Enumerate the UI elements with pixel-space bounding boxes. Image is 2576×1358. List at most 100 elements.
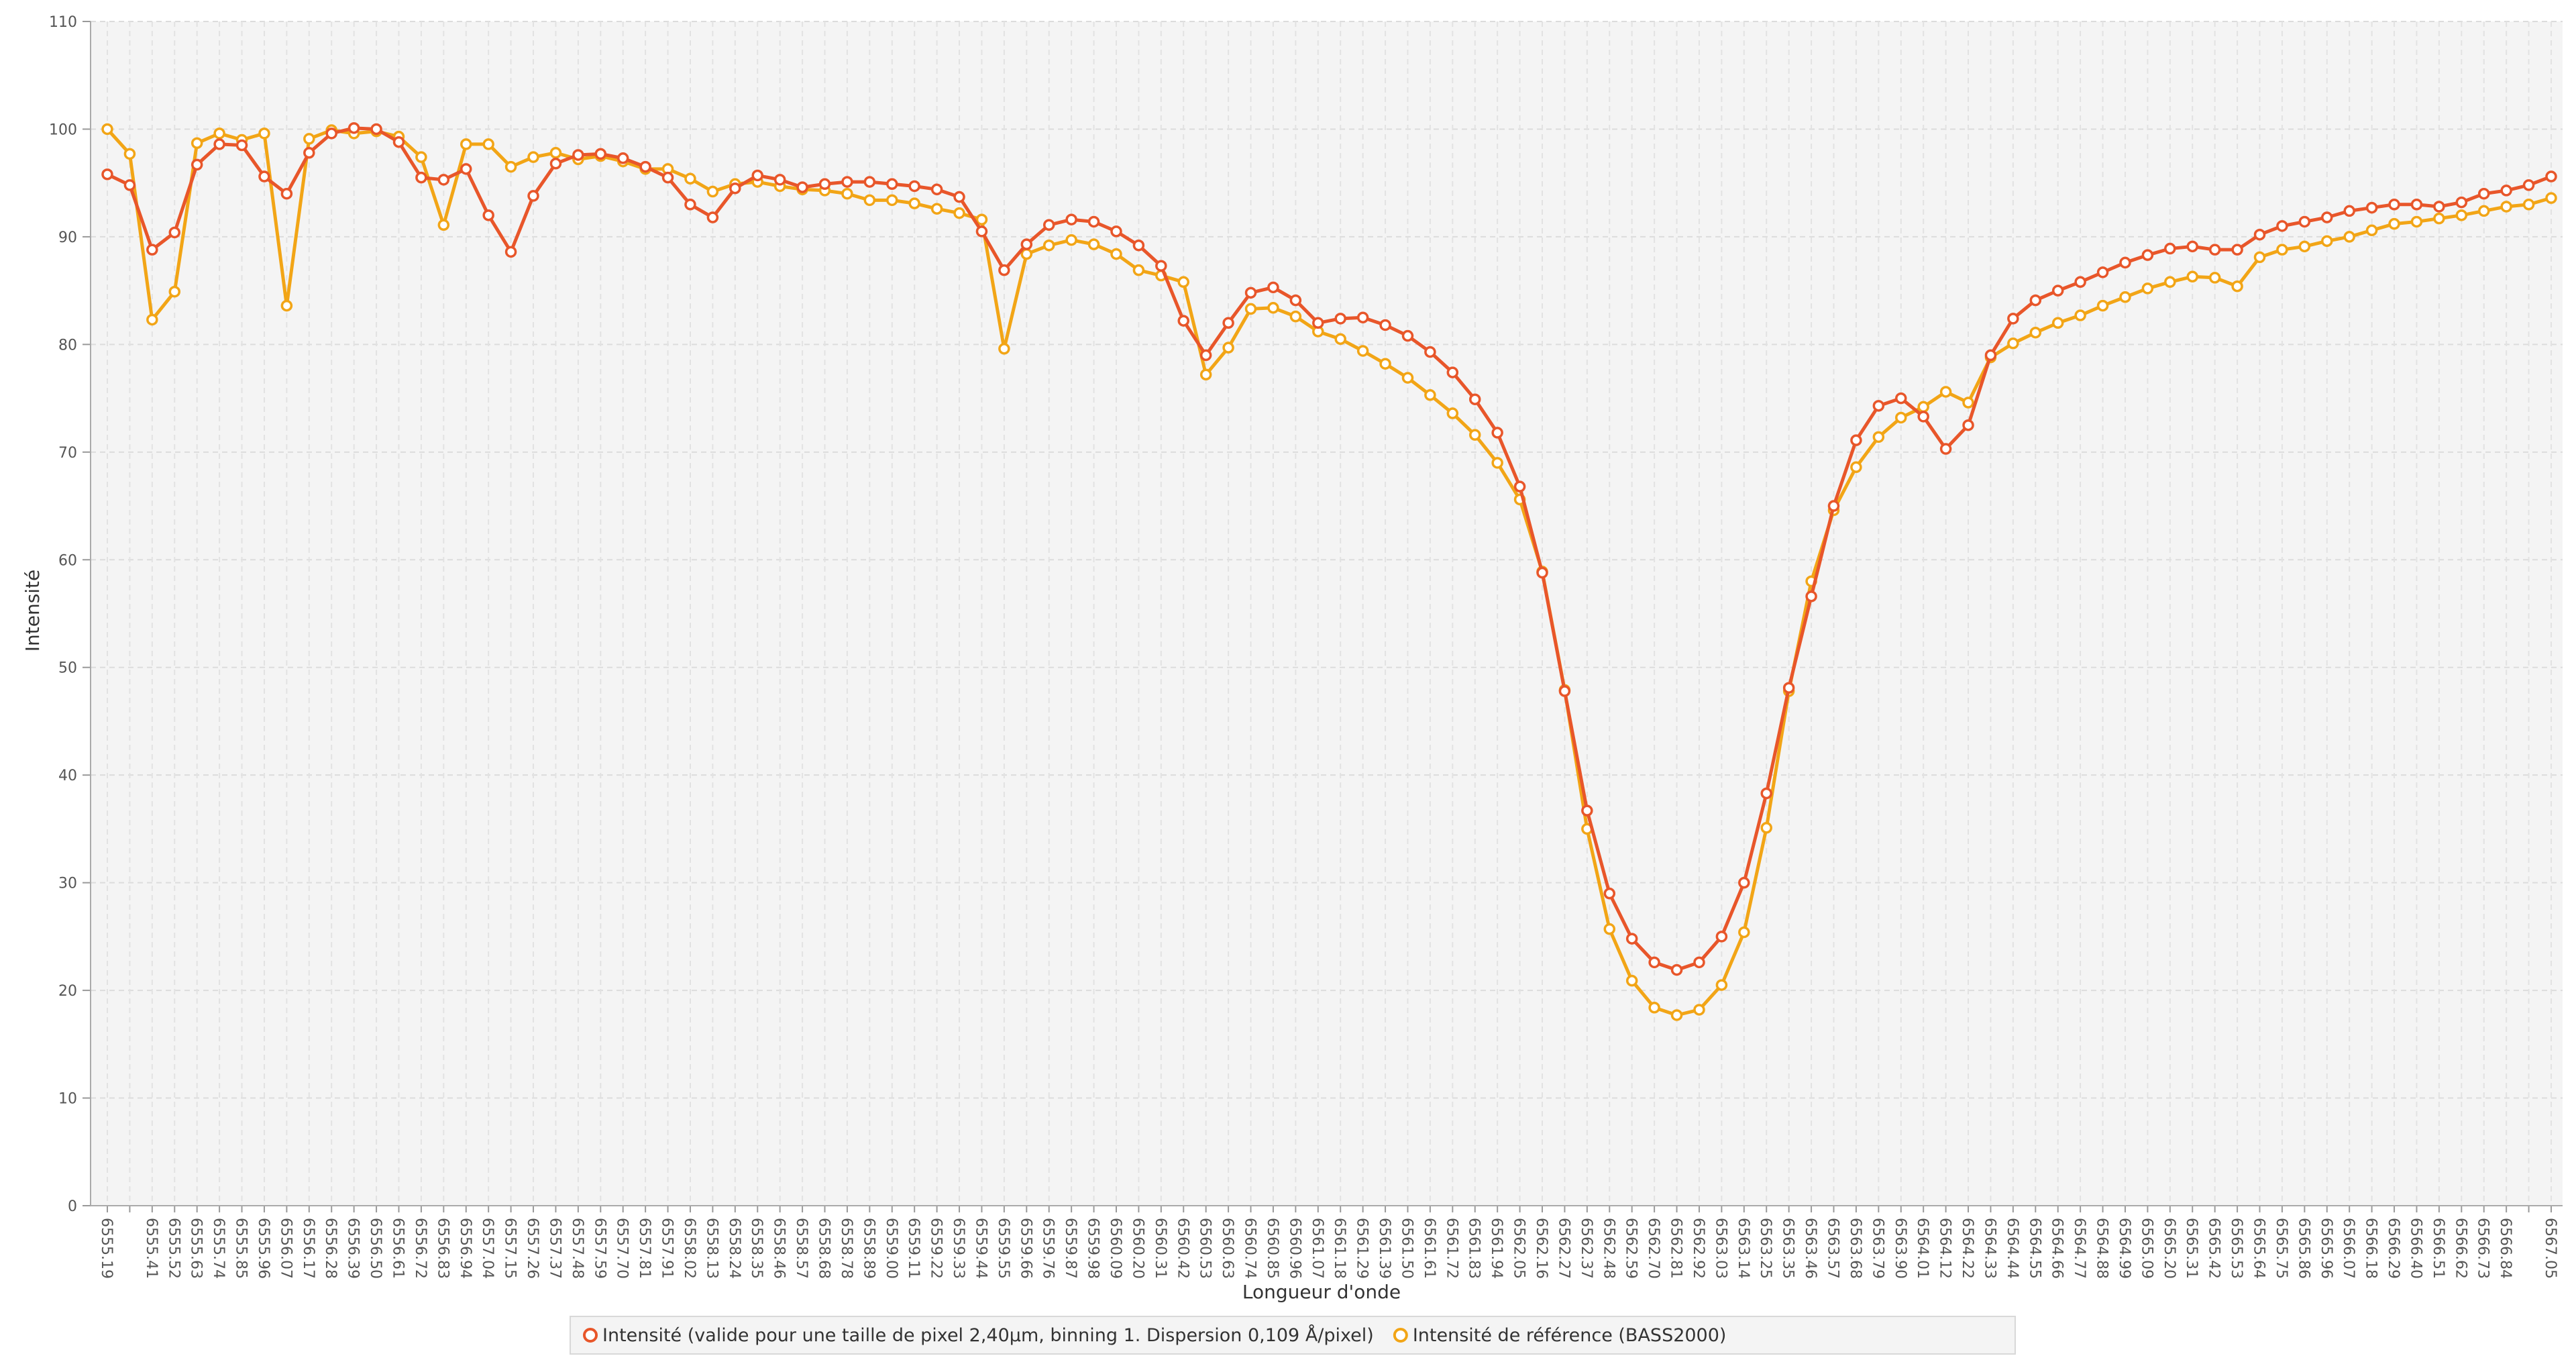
point: [706, 185, 719, 198]
point: [482, 209, 494, 221]
x-tick-label: 6557.37: [546, 1218, 563, 1279]
point: [1289, 310, 1302, 323]
point: [1715, 979, 1728, 991]
point: [303, 147, 315, 159]
point: [1491, 427, 1503, 439]
x-tick-label: 6566.07: [2340, 1218, 2357, 1279]
x-tick-label: 6562.92: [1690, 1218, 1707, 1279]
x-tick-label: 6560.63: [1219, 1218, 1236, 1279]
point: [101, 168, 113, 180]
x-tick-label: 6563.03: [1712, 1218, 1729, 1279]
point: [2500, 185, 2512, 197]
x-tick-label: 6563.90: [1892, 1218, 1909, 1279]
point: [1132, 264, 1145, 276]
point: [415, 171, 427, 184]
x-tick-label: 6564.66: [2049, 1218, 2065, 1279]
x-tick-label: 6562.16: [1533, 1218, 1550, 1279]
point: [213, 138, 225, 150]
point: [2141, 249, 2154, 261]
x-tick-label: 6563.14: [1735, 1218, 1752, 1279]
point: [2477, 205, 2490, 217]
x-tick-label: 6562.81: [1668, 1218, 1684, 1279]
point: [1222, 342, 1234, 354]
point: [1424, 346, 1436, 358]
point: [415, 151, 427, 163]
point: [2410, 215, 2423, 228]
point: [2119, 256, 2131, 269]
x-tick-label: 6555.74: [210, 1218, 227, 1279]
point: [1468, 429, 1481, 441]
x-tick-label: 6564.88: [2094, 1218, 2110, 1279]
point: [2208, 272, 2221, 284]
point: [2029, 326, 2042, 339]
x-tick-label: 6558.78: [838, 1218, 855, 1279]
x-tick-label: 6555.85: [233, 1218, 250, 1279]
x-tick-label: 6566.18: [2363, 1218, 2379, 1279]
point: [998, 343, 1010, 355]
point: [1760, 787, 1772, 800]
y-tick-label: 80: [58, 337, 77, 354]
point: [1110, 248, 1122, 260]
y-tick-label: 30: [58, 876, 77, 892]
point: [2365, 224, 2378, 237]
x-tick-label: 6556.94: [457, 1218, 474, 1279]
x-tick-label: 6566.51: [2430, 1218, 2447, 1279]
point: [2545, 170, 2557, 182]
point: [639, 160, 651, 173]
point: [863, 194, 876, 207]
point: [146, 313, 158, 326]
x-tick-label: 6562.48: [1600, 1218, 1617, 1279]
point: [1199, 349, 1212, 362]
y-tick-label: 70: [58, 445, 77, 462]
point: [1738, 926, 1750, 939]
legend-label: Intensité de référence (BASS2000): [1413, 1325, 1727, 1346]
point: [1065, 213, 1077, 225]
y-tick-label: 50: [58, 660, 77, 677]
point: [325, 127, 337, 140]
x-tick-label: 6558.24: [726, 1218, 743, 1279]
x-tick-label: 6562.70: [1645, 1218, 1662, 1279]
point: [706, 211, 719, 223]
x-tick-label: 6564.44: [2004, 1218, 2021, 1279]
point: [1446, 366, 1459, 378]
point: [1401, 329, 1414, 342]
point: [1177, 315, 1190, 327]
point: [2433, 212, 2445, 225]
point: [2298, 215, 2311, 228]
point: [1670, 1009, 1683, 1021]
point: [2074, 276, 2086, 289]
point: [549, 158, 562, 170]
x-tick-label: 6559.00: [883, 1218, 900, 1279]
x-tick-label: 6557.81: [636, 1218, 653, 1279]
x-tick-label: 6556.50: [367, 1218, 384, 1279]
point: [460, 138, 472, 150]
x-tick-label: 6563.35: [1780, 1218, 1796, 1279]
point: [258, 170, 270, 182]
point: [146, 244, 158, 256]
point: [2141, 282, 2154, 295]
x-tick-label: 6565.09: [2138, 1218, 2155, 1279]
point: [1155, 260, 1167, 272]
point: [908, 197, 920, 209]
point: [1379, 319, 1391, 331]
point: [1648, 1002, 1660, 1014]
point: [392, 136, 405, 148]
x-tick-label: 6555.41: [143, 1218, 160, 1279]
point: [2186, 240, 2198, 253]
point: [886, 194, 898, 207]
y-tick-label: 40: [58, 768, 77, 784]
point: [2455, 196, 2468, 209]
point: [1648, 956, 1660, 969]
x-tick-label: 6558.02: [681, 1218, 698, 1279]
x-tick-label: 6559.33: [950, 1218, 967, 1279]
point: [1042, 219, 1055, 231]
point: [1312, 317, 1324, 329]
point: [235, 139, 248, 152]
point: [953, 191, 965, 203]
point: [975, 213, 988, 225]
point: [2164, 242, 2176, 255]
point: [504, 160, 517, 173]
x-tick-label: 6565.53: [2228, 1218, 2245, 1279]
point: [1939, 443, 1952, 455]
x-tick-label: 6558.68: [816, 1218, 833, 1279]
